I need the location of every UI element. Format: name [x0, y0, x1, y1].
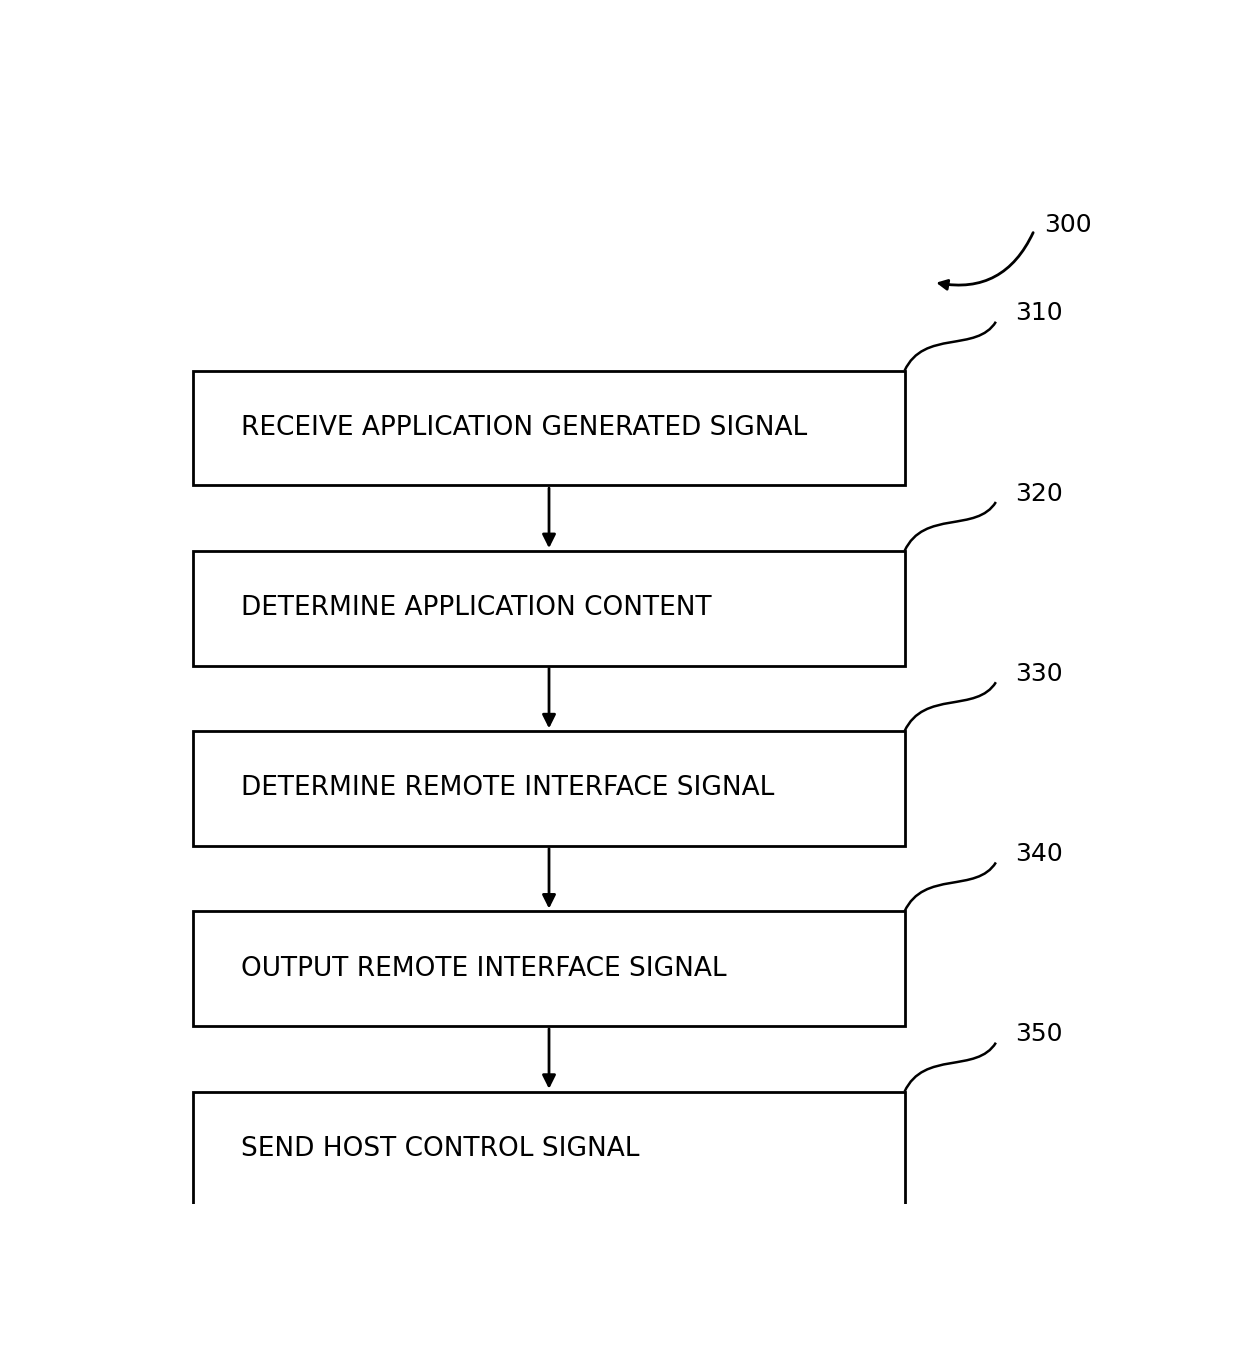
Text: 350: 350 — [1016, 1023, 1063, 1046]
Text: 300: 300 — [1044, 212, 1091, 237]
Text: 320: 320 — [1016, 482, 1063, 506]
Text: OUTPUT REMOTE INTERFACE SIGNAL: OUTPUT REMOTE INTERFACE SIGNAL — [242, 955, 727, 982]
Bar — [193, 371, 904, 486]
Text: 330: 330 — [1016, 662, 1063, 686]
Text: DETERMINE REMOTE INTERFACE SIGNAL: DETERMINE REMOTE INTERFACE SIGNAL — [242, 775, 775, 801]
Text: RECEIVE APPLICATION GENERATED SIGNAL: RECEIVE APPLICATION GENERATED SIGNAL — [242, 415, 807, 441]
Bar — [193, 731, 904, 846]
Text: 340: 340 — [1016, 842, 1063, 866]
Bar — [193, 551, 904, 666]
Text: SEND HOST CONTROL SIGNAL: SEND HOST CONTROL SIGNAL — [242, 1137, 640, 1162]
Bar — [193, 912, 904, 1026]
Bar — [193, 1092, 904, 1207]
Text: 310: 310 — [1016, 302, 1063, 326]
Text: DETERMINE APPLICATION CONTENT: DETERMINE APPLICATION CONTENT — [242, 595, 712, 621]
